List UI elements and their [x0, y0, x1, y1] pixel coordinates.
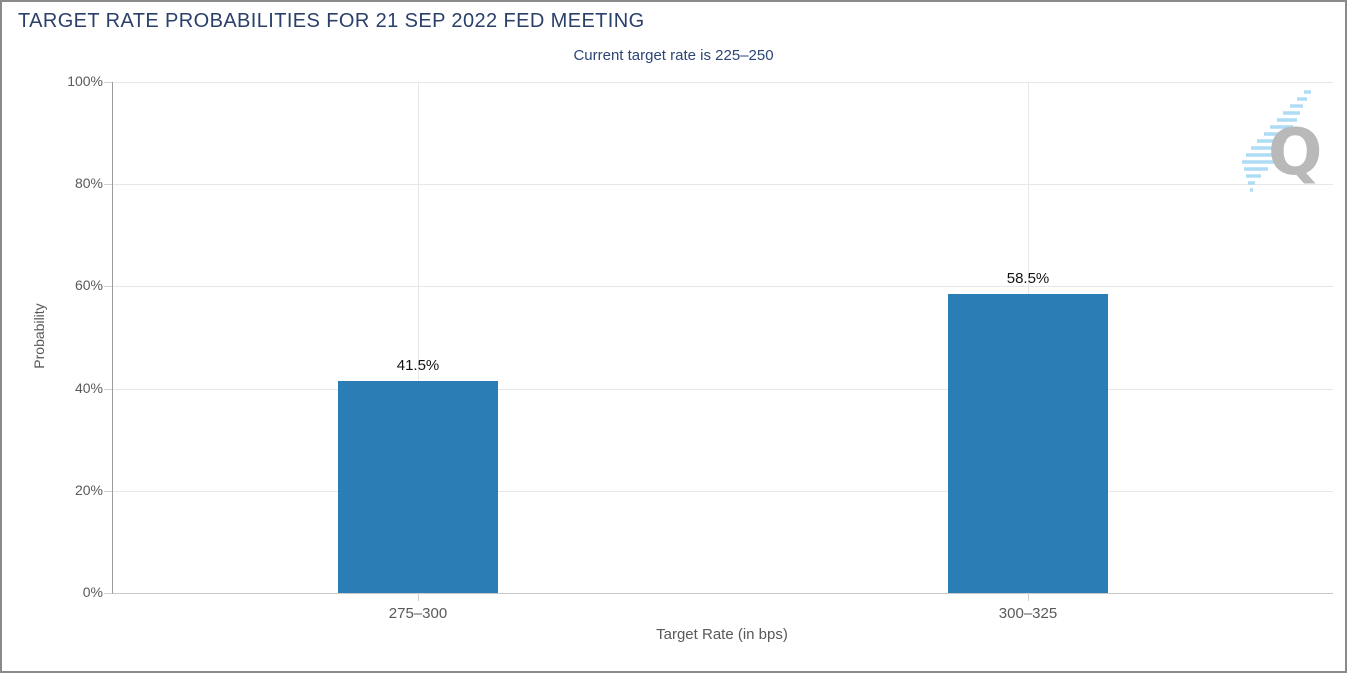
y-tick-label: 80% — [74, 175, 103, 192]
y-axis-tick — [104, 82, 112, 83]
x-category-label: 275–300 — [388, 605, 448, 622]
probability-bar[interactable] — [338, 380, 498, 593]
x-axis-tick — [1028, 593, 1029, 601]
y-axis-title-label: Probability — [31, 302, 47, 369]
y-gridline — [113, 184, 1333, 186]
y-tick-label: 60% — [74, 277, 103, 294]
watermark-hatch-lines — [1242, 90, 1311, 192]
y-tick-label: 0% — [82, 584, 103, 600]
y-gridline — [113, 82, 1333, 83]
y-axis-tick — [104, 490, 112, 492]
y-gridline — [113, 286, 1333, 288]
chart-subtitle: Current target rate is 225–250 — [573, 47, 774, 64]
x-axis-tick — [418, 593, 419, 601]
y-tick-label: 20% — [74, 481, 103, 498]
y-axis-tick — [104, 388, 112, 390]
probability-bar[interactable] — [948, 294, 1108, 593]
y-tick-label: 100% — [67, 73, 103, 89]
bar-value-label: 41.5% — [396, 356, 440, 374]
chart-title: TARGET RATE PROBABILITIES FOR 21 SEP 202… — [18, 10, 645, 32]
x-gridline — [418, 82, 419, 593]
watermark-q-letter: Q — [1268, 116, 1322, 190]
x-category-label: 300–325 — [998, 605, 1058, 622]
y-axis-tick — [104, 593, 112, 594]
y-axis-tick — [104, 184, 112, 186]
y-tick-label: 40% — [74, 379, 103, 396]
x-axis-title: Target Rate (in bps) — [656, 626, 788, 643]
y-gridline — [113, 388, 1333, 390]
y-gridline — [113, 490, 1333, 492]
bar-value-label: 58.5% — [1006, 270, 1050, 288]
quikstrike-logo-watermark: Q — [1242, 90, 1322, 192]
y-axis-tick — [104, 286, 112, 288]
plot-area: Probability 0% 20% 40% 60% 80% 100% 41.5% 275–3… — [31, 73, 1333, 622]
